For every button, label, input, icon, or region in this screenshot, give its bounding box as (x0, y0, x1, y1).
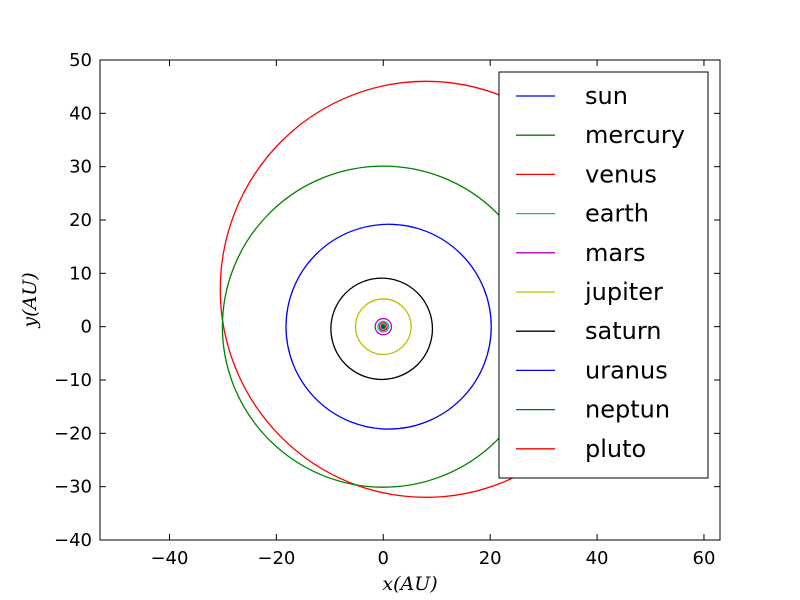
legend-label-saturn: saturn (585, 317, 662, 345)
legend-label-sun: sun (585, 82, 628, 110)
y-tick-label: 50 (69, 50, 92, 71)
y-tick-label: −30 (54, 477, 92, 498)
legend-label-mercury: mercury (585, 121, 685, 149)
legend-label-earth: earth (585, 200, 649, 228)
y-axis-label: y(AU) (19, 272, 41, 328)
legend-label-mars: mars (585, 239, 645, 267)
x-tick-label: −20 (257, 548, 295, 569)
y-tick-label: 10 (69, 263, 92, 284)
orbit-lines (219, 80, 633, 498)
orbit-sun (381, 325, 385, 329)
orbit-mars (374, 317, 393, 336)
legend-label-uranus: uranus (585, 356, 668, 384)
y-tick-label: 40 (69, 103, 92, 124)
x-axis-label: x(AU) (382, 573, 437, 595)
legend-label-pluto: pluto (585, 435, 646, 463)
orbit-uranus (285, 223, 492, 430)
legend-box (498, 71, 709, 479)
legend-label-jupiter: jupiter (584, 278, 663, 306)
y-tick-label: 0 (81, 317, 92, 338)
orbit-earth (377, 320, 390, 333)
x-tick-label: 20 (479, 548, 502, 569)
x-tick-label: 40 (586, 548, 609, 569)
orbit-saturn (330, 277, 434, 381)
y-tick-label: −10 (54, 370, 92, 391)
legend-label-venus: venus (585, 160, 657, 188)
y-tick-label: 30 (69, 157, 92, 178)
y-tick-label: −40 (54, 530, 92, 551)
plot-frame (99, 59, 721, 541)
orbit-mercury (380, 323, 387, 330)
y-tick-label: −20 (54, 423, 92, 444)
orbit-venus (378, 322, 388, 332)
legend-label-neptun: neptun (585, 396, 670, 424)
y-tick-label: 20 (69, 210, 92, 231)
tick-labels: −40 −20 0 20 40 60 −40 −30 −20 −10 0 10 20 30 40 50 (54, 50, 715, 569)
legend: sun mercury venus earth mars jupiter saturn ura… (498, 71, 709, 479)
x-tick-label: 0 (378, 548, 389, 569)
x-tick-label: −40 (150, 548, 188, 569)
x-tick-label: 60 (693, 548, 716, 569)
orbit-jupiter (354, 298, 412, 356)
